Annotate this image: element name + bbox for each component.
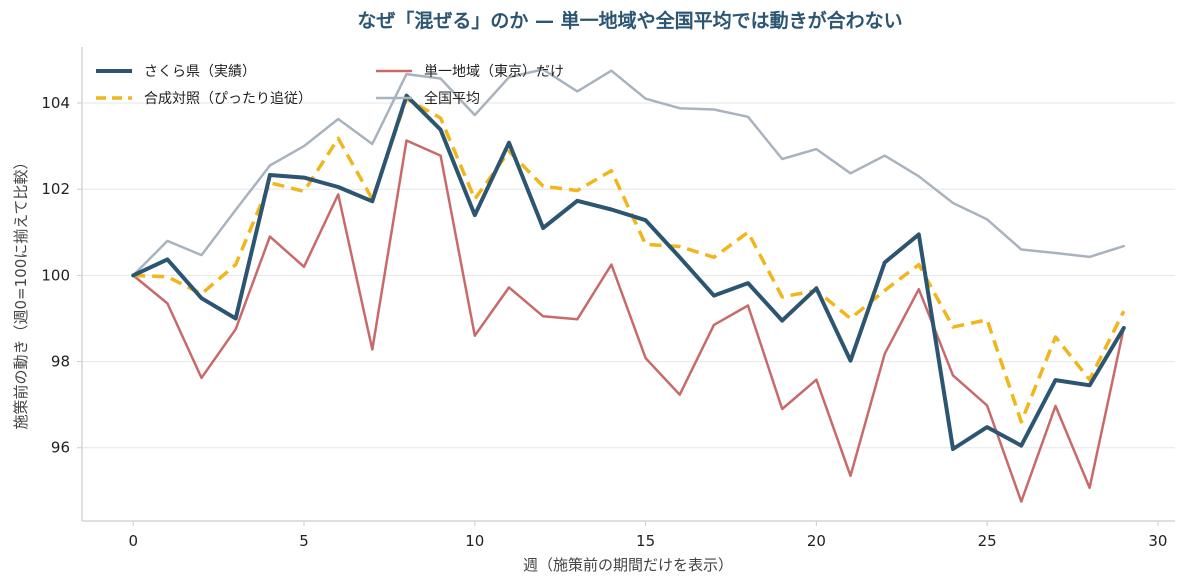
x-tick-label-10: 10 [465,532,484,550]
y-tick-label-104: 104 [41,94,70,112]
series-line-1 [131,93,1126,451]
series-line-2 [133,96,1126,424]
series-line-3 [131,139,1126,503]
x-tick-label-0: 0 [128,532,138,550]
tick-labels: 96 98 100 102 104 0 5 10 15 20 25 30 [41,94,1167,550]
y-tick-label-100: 100 [41,266,70,284]
x-axis-label: 週（施策前の期間だけを表示） [523,556,733,574]
legend-label-4: 全国平均 [424,90,480,107]
x-tick-label-30: 30 [1148,532,1167,550]
y-tick-label-102: 102 [41,180,70,198]
y-tick-label-98: 98 [51,353,70,371]
series-line-4 [131,68,1126,277]
y-axis-label: 施策前の動き（週0=100に揃えて比較） [12,155,30,430]
gridlines [82,102,1175,449]
chart-title: なぜ「混ぜる」のか — 単一地域や全国平均では動きが合わない [357,9,902,32]
x-tick-label-20: 20 [807,532,826,550]
x-tick-label-25: 25 [978,532,997,550]
legend-label-3: 単一地域（東京）だけ [424,64,564,80]
series-lines [131,68,1126,503]
legend-label-2: 合成対照（ぴったり追従） [144,91,312,107]
y-tick-label-96: 96 [51,439,70,457]
axes [77,47,1175,526]
x-tick-label-15: 15 [636,532,655,550]
x-tick-label-5: 5 [299,532,309,550]
legend-label-1: さくら県（実績） [144,64,256,80]
